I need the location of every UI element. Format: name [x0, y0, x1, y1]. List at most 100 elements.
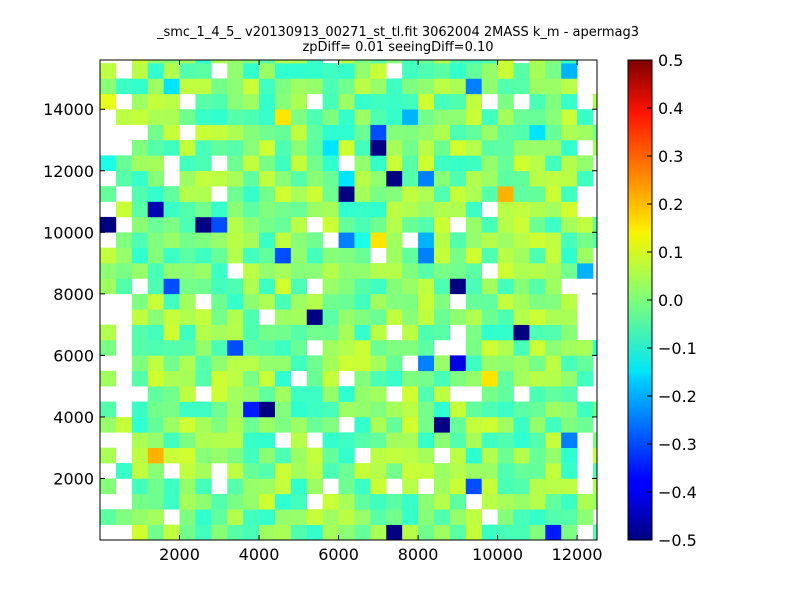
heatmap-cell — [561, 293, 578, 310]
heatmap-cell — [195, 324, 212, 341]
heatmap-cell — [274, 186, 292, 202]
heatmap-cell — [179, 463, 196, 479]
heatmap-cell — [274, 232, 292, 248]
heatmap-cell — [243, 478, 260, 495]
heatmap-cell — [593, 463, 598, 479]
heatmap-cell — [227, 478, 244, 495]
heatmap-cell — [545, 447, 562, 464]
heatmap-cell — [322, 355, 339, 372]
heatmap-cell — [418, 263, 435, 279]
heatmap-cell — [386, 432, 403, 448]
heatmap-cell — [561, 186, 578, 202]
heatmap-cell — [322, 447, 339, 464]
heatmap-cell — [465, 216, 482, 233]
heatmap-cell — [561, 109, 578, 125]
heatmap-cell — [131, 524, 149, 541]
heatmap-cell — [593, 340, 598, 356]
heatmap-cell — [147, 493, 164, 510]
heatmap-cell — [370, 124, 387, 141]
heatmap-cell — [418, 340, 435, 356]
heatmap-cell — [115, 509, 133, 525]
heatmap-cell — [290, 324, 308, 341]
heatmap-cell — [561, 201, 578, 218]
heatmap-cell — [179, 216, 196, 233]
heatmap-cell — [529, 170, 546, 187]
heatmap-cell — [163, 309, 180, 325]
heatmap-cell — [243, 140, 260, 156]
heatmap-cell — [386, 232, 403, 248]
heatmap-cell — [100, 63, 117, 79]
heatmap-cell — [370, 186, 387, 202]
y-tick-label: 2000 — [53, 469, 94, 488]
heatmap-cell — [227, 324, 244, 341]
heatmap-cell — [370, 463, 387, 479]
heatmap-cell — [386, 201, 403, 218]
heatmap-cell — [433, 93, 451, 110]
heatmap-cell — [243, 463, 260, 479]
heatmap-cell — [497, 78, 514, 95]
heatmap-cell — [481, 140, 498, 156]
heatmap-cell — [513, 170, 530, 187]
heatmap-cell — [465, 232, 482, 248]
heatmap-cell — [513, 247, 530, 264]
heatmap-cell — [147, 170, 164, 187]
heatmap-cell — [386, 293, 403, 310]
heatmap-cell — [433, 463, 451, 479]
heatmap-cell — [259, 463, 276, 479]
heatmap-cell — [195, 78, 212, 95]
heatmap-cell — [195, 432, 212, 448]
heatmap-cell — [243, 370, 260, 387]
heatmap-cell — [481, 324, 498, 341]
heatmap-cell — [290, 509, 308, 525]
heatmap-cell — [290, 355, 308, 372]
heatmap-cell — [354, 493, 371, 510]
heatmap-cell — [497, 278, 514, 295]
heatmap-cell — [306, 355, 323, 372]
heatmap-cell — [370, 293, 387, 310]
heatmap-cell — [227, 93, 244, 110]
y-axis: 2000 4000 6000 8000 10000 12000 14000 — [43, 100, 597, 488]
heatmap-cell — [370, 509, 387, 525]
heatmap-cell — [179, 324, 196, 341]
heatmap-cell — [513, 309, 530, 325]
heatmap-cell — [513, 232, 530, 248]
heatmap-cell — [274, 124, 292, 141]
heatmap-cell — [147, 201, 164, 218]
heatmap-cell — [561, 463, 578, 479]
heatmap-cell — [338, 232, 355, 248]
heatmap-cell — [354, 93, 371, 110]
heatmap-cell — [529, 340, 546, 356]
heatmap-cell — [227, 232, 244, 248]
heatmap-cell — [195, 186, 212, 202]
heatmap-cell — [449, 463, 467, 479]
heatmap-cell — [465, 278, 482, 295]
heatmap-cell — [179, 370, 196, 387]
heatmap-cell — [227, 355, 244, 372]
heatmap-cell — [259, 170, 276, 187]
heatmap-cell — [497, 247, 514, 264]
heatmap-cell — [147, 416, 164, 433]
heatmap-cell — [259, 201, 276, 218]
heatmap-cell — [386, 78, 403, 95]
heatmap-cell — [513, 263, 530, 279]
heatmap-cell — [418, 463, 435, 479]
heatmap-cell — [322, 124, 339, 141]
heatmap-cell — [274, 60, 292, 64]
heatmap-cell — [322, 78, 339, 95]
heatmap-cell — [545, 493, 562, 510]
heatmap-cell — [147, 155, 164, 172]
heatmap-cell — [179, 63, 196, 79]
heatmap-cell — [402, 216, 419, 233]
heatmap-cell — [147, 140, 164, 156]
heatmap-cell — [100, 263, 117, 279]
heatmap-cell — [243, 60, 260, 64]
heatmap-cell — [306, 186, 323, 202]
heatmap-cell — [354, 60, 371, 64]
heatmap-cell — [338, 63, 355, 79]
heatmap-cell — [163, 186, 180, 202]
heatmap-cell — [433, 293, 451, 310]
heatmap-cell — [545, 324, 562, 341]
heatmap-cell — [386, 155, 403, 172]
heatmap-cell — [115, 232, 133, 248]
